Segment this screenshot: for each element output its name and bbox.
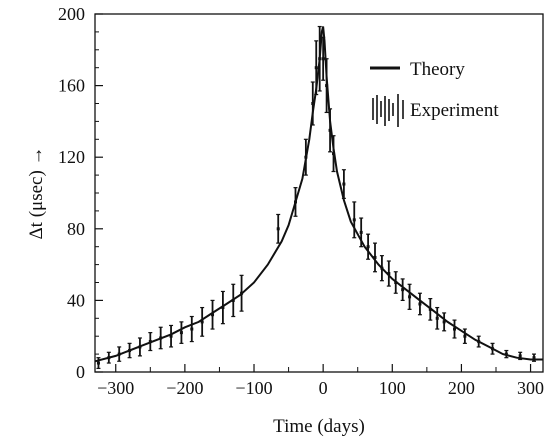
experiment-point	[276, 213, 281, 244]
x-tick-label: 200	[448, 378, 475, 398]
y-tick-label: 200	[58, 4, 85, 24]
experiment-point	[452, 319, 457, 339]
experiment-point	[169, 324, 174, 348]
x-axis-label: Time (days)	[273, 416, 365, 437]
legend: Theory Experiment	[370, 59, 499, 127]
experiment-point	[189, 315, 194, 343]
experiment-series	[96, 25, 537, 370]
experiment-point	[179, 321, 184, 344]
legend-experiment-swatch	[372, 94, 404, 127]
x-tick-label: −100	[235, 378, 272, 398]
x-tick-label: −200	[166, 378, 203, 398]
theory-series-line	[94, 26, 543, 363]
y-tick-label: 0	[76, 362, 85, 382]
experiment-point	[442, 312, 447, 332]
experiment-point	[220, 290, 225, 325]
experiment-point	[407, 283, 412, 310]
y-tick-label: 40	[67, 290, 85, 310]
experiment-point	[462, 328, 467, 344]
experiment-point	[400, 278, 405, 301]
y-tick-label: 80	[67, 219, 85, 239]
experiment-point	[200, 306, 205, 337]
x-tick-label: −300	[97, 378, 134, 398]
experiment-point	[366, 233, 371, 260]
y-tick-label: 120	[58, 147, 85, 167]
legend-item-theory: Theory	[370, 59, 465, 80]
legend-item-experiment: Experiment	[372, 94, 499, 127]
axis-ticks	[95, 13, 532, 373]
legend-experiment-label: Experiment	[410, 100, 499, 121]
experiment-point	[386, 260, 391, 287]
x-tick-label: 0	[319, 378, 328, 398]
experiment-point	[210, 299, 215, 330]
y-axis-label: Δt (μsec) →	[26, 146, 47, 239]
x-tick-label: 300	[517, 378, 544, 398]
experiment-point	[435, 306, 440, 330]
experiment-point	[373, 242, 377, 273]
y-tick-label: 160	[58, 76, 85, 96]
x-tick-label: 100	[379, 378, 406, 398]
experiment-point	[417, 292, 422, 316]
legend-theory-label: Theory	[410, 59, 465, 80]
axis-tick-labels: −300 −200 −100 0 100 200 300 0 40 80 120 160 200	[58, 4, 544, 398]
experiment-point	[352, 201, 357, 239]
